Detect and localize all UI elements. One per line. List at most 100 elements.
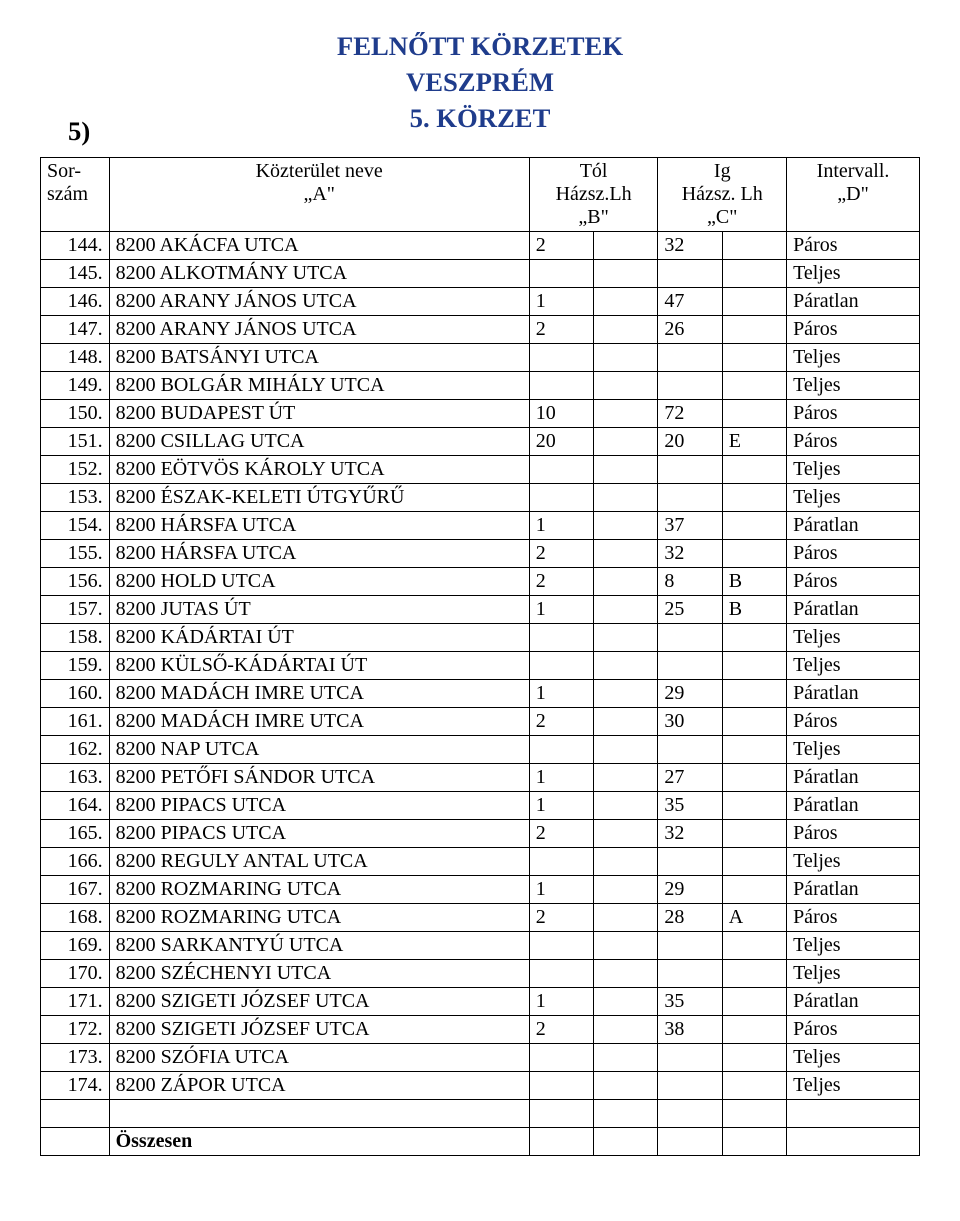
col-sorszam: Sor- szám bbox=[41, 158, 110, 232]
cell-tol-ext bbox=[594, 428, 658, 456]
table-row: 145.8200 ALKOTMÁNY UTCATeljes bbox=[41, 260, 920, 288]
cell-ig-ext bbox=[722, 288, 786, 316]
cell-ig-ext bbox=[722, 1072, 786, 1100]
cell-interval: Páratlan bbox=[787, 512, 920, 540]
cell-name: 8200 AKÁCFA UTCA bbox=[109, 232, 529, 260]
cell-sorszam: 151. bbox=[41, 428, 110, 456]
table-row: 150.8200 BUDAPEST ÚT1072Páros bbox=[41, 400, 920, 428]
cell-ig-ext bbox=[722, 512, 786, 540]
cell-interval: Teljes bbox=[787, 652, 920, 680]
cell-interval: Páratlan bbox=[787, 764, 920, 792]
table-row: 158.8200 KÁDÁRTAI ÚTTeljes bbox=[41, 624, 920, 652]
cell-ig bbox=[658, 736, 722, 764]
table-row: 168.8200 ROZMARING UTCA228APáros bbox=[41, 904, 920, 932]
cell-interval: Teljes bbox=[787, 848, 920, 876]
cell-tol-ext bbox=[594, 680, 658, 708]
cell-tol: 2 bbox=[529, 568, 593, 596]
cell-sorszam: 148. bbox=[41, 344, 110, 372]
col-ig: Ig Házsz. Lh „C" bbox=[658, 158, 787, 232]
cell-tol: 1 bbox=[529, 680, 593, 708]
cell-tol: 10 bbox=[529, 400, 593, 428]
cell-name: 8200 PIPACS UTCA bbox=[109, 792, 529, 820]
table-row-summary: Összesen bbox=[41, 1128, 920, 1156]
cell-tol-ext bbox=[594, 568, 658, 596]
cell-interval: Teljes bbox=[787, 484, 920, 512]
cell-ig-ext bbox=[722, 624, 786, 652]
table-row: 147.8200 ARANY JÁNOS UTCA226Páros bbox=[41, 316, 920, 344]
cell-interval: Páratlan bbox=[787, 680, 920, 708]
cell-tol: 2 bbox=[529, 316, 593, 344]
cell-sorszam: 170. bbox=[41, 960, 110, 988]
cell-sorszam: 163. bbox=[41, 764, 110, 792]
cell-tol: 2 bbox=[529, 1016, 593, 1044]
cell-interval: Páros bbox=[787, 708, 920, 736]
cell-sorszam: 150. bbox=[41, 400, 110, 428]
cell-sorszam: 153. bbox=[41, 484, 110, 512]
cell-tol bbox=[529, 624, 593, 652]
cell-tol-ext bbox=[594, 540, 658, 568]
cell-sorszam: 146. bbox=[41, 288, 110, 316]
cell-tol-ext bbox=[594, 960, 658, 988]
cell-ig-ext bbox=[722, 540, 786, 568]
cell-tol-ext bbox=[594, 596, 658, 624]
cell-name: 8200 PETŐFI SÁNDOR UTCA bbox=[109, 764, 529, 792]
cell-sorszam: 144. bbox=[41, 232, 110, 260]
cell-sorszam: 154. bbox=[41, 512, 110, 540]
cell-ig-ext bbox=[722, 680, 786, 708]
cell-name: 8200 BOLGÁR MIHÁLY UTCA bbox=[109, 372, 529, 400]
cell-sorszam: 156. bbox=[41, 568, 110, 596]
cell-sorszam: 147. bbox=[41, 316, 110, 344]
cell-tol bbox=[529, 372, 593, 400]
cell-tol-ext bbox=[594, 1044, 658, 1072]
cell-ig-ext bbox=[722, 1044, 786, 1072]
cell-ig-ext bbox=[722, 1016, 786, 1044]
cell-name: 8200 NAP UTCA bbox=[109, 736, 529, 764]
cell-ig: 28 bbox=[658, 904, 722, 932]
summary-label: Összesen bbox=[109, 1128, 529, 1156]
cell-ig-ext bbox=[722, 988, 786, 1016]
cell-tol-ext bbox=[594, 456, 658, 484]
cell-name: 8200 CSILLAG UTCA bbox=[109, 428, 529, 456]
cell-interval: Páros bbox=[787, 820, 920, 848]
cell-tol: 1 bbox=[529, 988, 593, 1016]
cell-tol bbox=[529, 484, 593, 512]
cell-ig-ext bbox=[722, 652, 786, 680]
cell-ig bbox=[658, 456, 722, 484]
cell-name: 8200 REGULY ANTAL UTCA bbox=[109, 848, 529, 876]
cell-tol bbox=[529, 1072, 593, 1100]
cell-ig-ext bbox=[722, 736, 786, 764]
cell-tol bbox=[529, 652, 593, 680]
cell-tol bbox=[529, 848, 593, 876]
cell-tol: 2 bbox=[529, 904, 593, 932]
cell-sorszam: 161. bbox=[41, 708, 110, 736]
table-row: 163.8200 PETŐFI SÁNDOR UTCA127Páratlan bbox=[41, 764, 920, 792]
cell-name: 8200 HOLD UTCA bbox=[109, 568, 529, 596]
cell-ig-ext bbox=[722, 344, 786, 372]
cell-tol bbox=[529, 260, 593, 288]
cell-tol: 1 bbox=[529, 596, 593, 624]
cell-tol: 2 bbox=[529, 540, 593, 568]
cell-sorszam: 173. bbox=[41, 1044, 110, 1072]
cell-tol bbox=[529, 1044, 593, 1072]
col-nev: Közterület neve „A" bbox=[109, 158, 529, 232]
cell-interval: Páros bbox=[787, 568, 920, 596]
table-row: 161.8200 MADÁCH IMRE UTCA230Páros bbox=[41, 708, 920, 736]
cell-sorszam: 167. bbox=[41, 876, 110, 904]
table-row: 157.8200 JUTAS ÚT125BPáratlan bbox=[41, 596, 920, 624]
cell-tol-ext bbox=[594, 652, 658, 680]
cell-interval: Páratlan bbox=[787, 988, 920, 1016]
cell-ig-ext: A bbox=[722, 904, 786, 932]
cell-tol-ext bbox=[594, 1072, 658, 1100]
cell-tol-ext bbox=[594, 372, 658, 400]
cell-ig-ext: B bbox=[722, 596, 786, 624]
cell-ig: 32 bbox=[658, 540, 722, 568]
cell-sorszam: 174. bbox=[41, 1072, 110, 1100]
cell-sorszam: 172. bbox=[41, 1016, 110, 1044]
cell-interval: Teljes bbox=[787, 932, 920, 960]
cell-name: 8200 EÖTVÖS KÁROLY UTCA bbox=[109, 456, 529, 484]
table-row: 148.8200 BATSÁNYI UTCATeljes bbox=[41, 344, 920, 372]
cell-sorszam: 159. bbox=[41, 652, 110, 680]
cell-interval: Teljes bbox=[787, 624, 920, 652]
cell-ig-ext bbox=[722, 260, 786, 288]
cell-name: 8200 PIPACS UTCA bbox=[109, 820, 529, 848]
